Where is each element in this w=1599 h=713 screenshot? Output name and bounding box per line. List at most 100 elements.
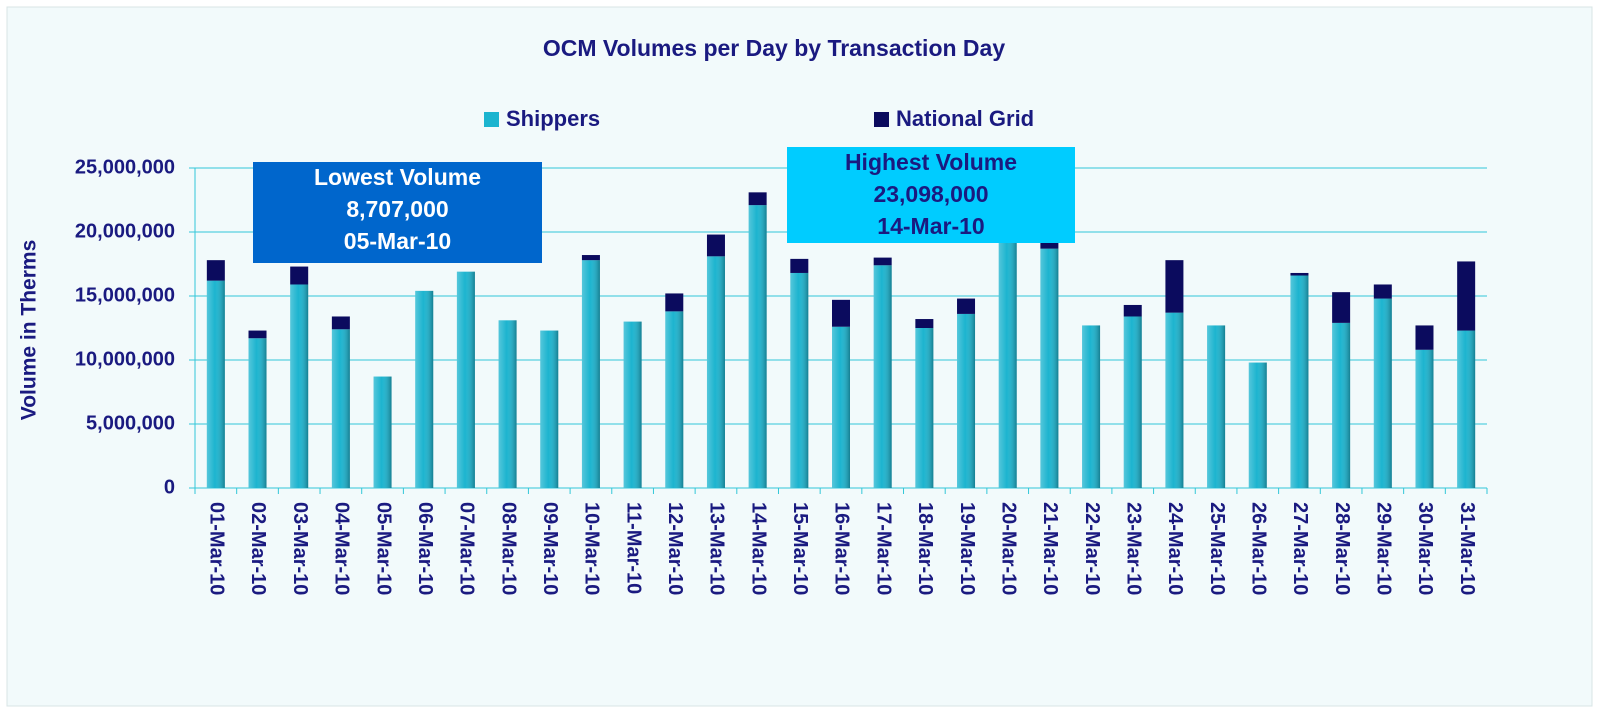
x-tick-label: 20-Mar-10 [997,502,1019,595]
bar-segment [248,330,267,339]
legend-label: Shippers [506,106,600,131]
bar-shade [456,271,475,488]
bar-shade [915,328,934,488]
x-tick-label: 26-Mar-10 [1247,502,1269,595]
x-tick-label: 16-Mar-10 [831,502,853,595]
bar-shade [331,329,350,488]
bar-shade [790,272,809,488]
bar-shade [623,321,642,488]
bar-shade [373,376,392,488]
y-tick-label: 20,000,000 [75,220,175,242]
legend-label: National Grid [896,106,1034,131]
annotation-text: 8,707,000 [346,196,448,222]
bar-segment [832,299,850,327]
annotation-text: 05-Mar-10 [344,228,451,254]
bar-segment [290,266,309,285]
bar-shade [248,338,267,488]
bar-segment [957,298,976,314]
x-tick-label: 02-Mar-10 [247,502,269,595]
bar-segment [206,260,225,281]
y-tick-label: 5,000,000 [86,412,175,434]
bar-shade [873,265,892,488]
x-tick-label: 15-Mar-10 [789,502,811,595]
chart-title: OCM Volumes per Day by Transaction Day [543,35,1005,61]
bar-shade [957,313,976,488]
legend-swatch [484,112,499,127]
bar-segment [1290,272,1309,276]
bar-segment [915,319,934,328]
bar-shade [290,284,309,488]
bar-shade [415,290,434,488]
x-tick-label: 24-Mar-10 [1164,502,1186,595]
bar-shade [1248,362,1267,488]
y-axis-label: Volume in Therms [18,240,41,420]
bar-segment [1373,284,1392,299]
bar-shade [1457,330,1476,488]
bar-shade [540,330,559,488]
bar-shade [832,326,850,488]
bar-segment [1415,325,1434,350]
annotation-text: Lowest Volume [314,164,481,190]
annotation-text: 23,098,000 [873,181,988,207]
x-tick-label: 30-Mar-10 [1414,502,1436,595]
x-tick-label: 11-Mar-10 [622,502,644,594]
x-tick-label: 29-Mar-10 [1373,502,1395,595]
bar-shade [1415,349,1434,488]
x-tick-label: 06-Mar-10 [414,502,436,595]
x-tick-label: 03-Mar-10 [289,502,311,595]
x-tick-label: 25-Mar-10 [1206,502,1228,595]
y-tick-label: 10,000,000 [75,348,175,370]
bar-shade [581,260,600,488]
bar-shade [665,311,684,488]
annotation-box [253,162,542,263]
x-tick-label: 13-Mar-10 [706,502,728,595]
bar-shade [748,205,767,488]
y-tick-label: 0 [164,476,175,498]
legend-swatch [874,112,889,127]
bar-segment [331,316,350,330]
bar-segment [1123,304,1142,317]
bar-segment [1040,242,1059,249]
annotation-text: Highest Volume [845,149,1017,175]
bar-segment [1457,261,1476,331]
bar-shade [1290,275,1309,488]
y-tick-label: 15,000,000 [75,284,175,306]
x-tick-label: 07-Mar-10 [456,502,478,595]
x-tick-label: 28-Mar-10 [1331,502,1353,595]
bar-segment [873,257,892,266]
bar-shade [1040,248,1059,488]
x-tick-label: 10-Mar-10 [581,502,603,595]
bar-segment [790,258,809,273]
x-tick-label: 19-Mar-10 [956,502,978,595]
x-tick-label: 23-Mar-10 [1122,502,1144,595]
bar-shade [1332,322,1351,488]
x-tick-label: 21-Mar-10 [1039,502,1061,595]
bar-shade [1207,325,1226,488]
annotation-text: 14-Mar-10 [877,213,984,239]
bar-shade [1082,325,1101,488]
bar-segment [1332,292,1351,323]
bar-segment [748,192,767,206]
bar-shade [206,280,225,488]
x-tick-label: 31-Mar-10 [1456,502,1478,595]
x-tick-label: 27-Mar-10 [1289,502,1311,595]
x-tick-label: 14-Mar-10 [747,502,769,595]
y-tick-label: 25,000,000 [75,156,175,178]
bar-segment [581,255,600,261]
x-tick-label: 09-Mar-10 [539,502,561,595]
bar-shade [1165,312,1184,488]
x-tick-label: 18-Mar-10 [914,502,936,595]
x-tick-label: 05-Mar-10 [372,502,394,595]
x-tick-label: 08-Mar-10 [497,502,519,595]
bar-shade [1123,316,1142,488]
bar-segment [665,293,684,312]
annotation-box [787,147,1075,243]
bar-shade [998,238,1017,488]
x-tick-label: 12-Mar-10 [664,502,686,595]
x-tick-label: 17-Mar-10 [872,502,894,595]
bar-segment [706,234,725,257]
x-tick-label: 04-Mar-10 [331,502,353,595]
x-tick-label: 01-Mar-10 [206,502,228,595]
bar-shade [1373,298,1392,488]
